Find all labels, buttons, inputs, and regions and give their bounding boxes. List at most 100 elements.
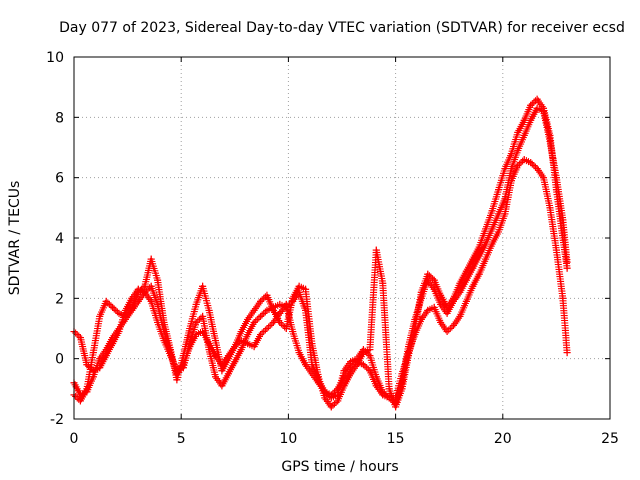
y-axis-label: SDTVAR / TECUs: [7, 181, 23, 296]
data-point: [520, 131, 528, 139]
data-point: [533, 104, 541, 112]
data-point: [334, 385, 342, 393]
data-point: [546, 204, 554, 212]
data-point: [302, 361, 310, 369]
x-axis-label: GPS time / hours: [281, 459, 398, 475]
data-point: [237, 328, 245, 336]
data-point: [488, 225, 496, 233]
x-tick-label: 0: [70, 431, 79, 447]
data-point: [482, 255, 490, 263]
data-point: [359, 349, 367, 357]
data-point: [385, 385, 393, 393]
data-point: [372, 246, 380, 254]
y-tick-labels: -2 0 2 4 6 8 10: [46, 50, 64, 428]
y-tick-label: 2: [55, 291, 64, 307]
data-point: [141, 288, 149, 296]
data-point: [430, 303, 438, 311]
data-point: [224, 355, 232, 363]
data-point: [212, 373, 220, 381]
data-point: [424, 270, 432, 278]
data-point: [263, 325, 271, 332]
data-point: [449, 321, 457, 329]
data-point: [289, 328, 297, 336]
data-point: [520, 116, 528, 124]
data-point: [205, 306, 213, 314]
data-point: [231, 358, 239, 366]
data-point: [527, 116, 535, 124]
data-point: [282, 325, 290, 332]
data-point: [449, 294, 457, 302]
data-point: [475, 252, 483, 260]
data-point: [295, 349, 303, 357]
data-point: [488, 207, 496, 215]
data-point: [102, 297, 110, 305]
data-point: [134, 288, 142, 296]
data-point: [192, 318, 200, 326]
data-point: [475, 270, 483, 278]
data-point: [257, 331, 265, 339]
data-point: [147, 255, 155, 263]
data-point: [199, 282, 207, 290]
data-point: [482, 240, 490, 248]
data-point: [437, 318, 445, 326]
data-point: [205, 340, 213, 348]
data-point: [514, 162, 522, 170]
data-point: [495, 228, 503, 236]
data-point: [404, 352, 412, 360]
data-point: [546, 131, 554, 139]
data-point: [76, 397, 84, 405]
data-point: [109, 334, 117, 342]
data-point: [289, 294, 297, 302]
data-point: [540, 174, 548, 182]
data-point: [154, 276, 162, 284]
data-point: [76, 334, 84, 342]
data-point: [443, 328, 451, 336]
data-point: [443, 309, 451, 317]
data-point: [321, 394, 329, 402]
data-point: [250, 306, 258, 314]
data-point: [527, 101, 535, 109]
data-point: [147, 297, 155, 305]
data-point: [559, 234, 567, 242]
data-point: [263, 291, 271, 299]
data-point: [166, 346, 174, 354]
data-point: [250, 343, 258, 351]
data-point: [495, 186, 503, 194]
data-point: [366, 367, 374, 375]
data-point: [244, 315, 252, 323]
data-point: [115, 309, 123, 317]
data-point: [121, 312, 129, 320]
data-point: [115, 325, 123, 332]
data-point: [263, 306, 271, 314]
x-tick-labels: 0 5 10 15 20 25: [70, 431, 619, 447]
data-point: [327, 403, 335, 411]
data-point: [334, 397, 342, 405]
data-point: [533, 95, 541, 103]
y-tick-label: 10: [46, 50, 64, 66]
data-point: [347, 358, 355, 366]
data-points: [70, 95, 571, 411]
data-point: [501, 165, 509, 173]
plot-frame: [73, 56, 611, 420]
data-point: [218, 367, 226, 375]
x-tick-label: 15: [387, 431, 405, 447]
data-point: [314, 373, 322, 381]
data-point: [552, 246, 560, 254]
data-point: [379, 279, 387, 287]
data-point: [179, 352, 187, 360]
data-point: [540, 104, 548, 112]
data-point: [199, 312, 207, 320]
data-point: [327, 391, 335, 399]
data-point: [359, 361, 367, 369]
data-point: [276, 318, 284, 326]
data-point: [224, 370, 232, 378]
data-point: [257, 297, 265, 305]
data-point: [520, 156, 528, 164]
data-point: [469, 255, 477, 263]
data-point: [173, 376, 181, 384]
data-point: [482, 225, 490, 233]
data-point: [237, 346, 245, 354]
data-point: [366, 352, 374, 360]
data-point: [559, 294, 567, 302]
data-point: [563, 264, 571, 272]
